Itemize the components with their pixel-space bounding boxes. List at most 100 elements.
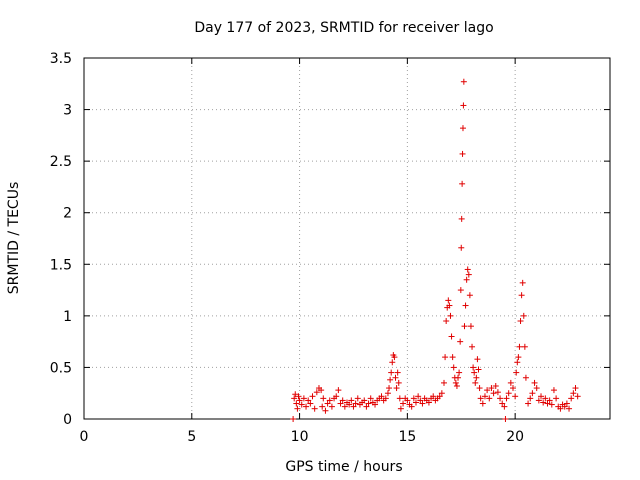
data-point: [352, 400, 359, 407]
data-point: [490, 390, 497, 397]
data-point: [459, 150, 466, 157]
data-point: [320, 395, 327, 402]
data-point: [525, 400, 532, 407]
data-point: [472, 379, 479, 386]
data-point: [361, 397, 368, 404]
plot-frame: [83, 57, 611, 420]
data-point: [391, 354, 398, 361]
data-point: [313, 389, 320, 396]
data-point: [515, 354, 522, 361]
x-tick-label: 5: [187, 429, 196, 445]
data-point: [319, 403, 326, 410]
data-point: [538, 393, 545, 400]
data-point: [348, 397, 355, 404]
data-point: [459, 180, 466, 187]
data-point: [546, 397, 553, 404]
data-point: [566, 405, 573, 412]
data-point: [517, 318, 524, 325]
data-point: [354, 395, 361, 402]
data-point: [518, 292, 525, 299]
data-point: [441, 379, 448, 386]
data-point: [291, 395, 298, 402]
y-tick-label: 3: [63, 103, 72, 119]
data-point: [507, 379, 514, 386]
data-point: [404, 397, 411, 404]
data-point: [473, 374, 480, 381]
data-point: [499, 400, 506, 407]
data-point: [542, 395, 549, 402]
data-point: [346, 401, 353, 408]
data-point: [303, 403, 310, 410]
data-point: [309, 393, 316, 400]
data-point: [419, 400, 426, 407]
data-point: [443, 318, 450, 325]
data-point: [520, 312, 527, 319]
data-point: [465, 271, 472, 278]
data-point: [497, 395, 504, 402]
data-point: [572, 385, 579, 392]
data-point: [456, 369, 463, 376]
data-point: [484, 387, 491, 394]
data-point: [561, 403, 568, 410]
data-point: [521, 343, 528, 350]
data-point: [367, 395, 374, 402]
data-point: [430, 393, 437, 400]
data-point: [408, 403, 415, 410]
y-tick-label: 0.5: [50, 360, 72, 376]
data-point: [503, 395, 510, 402]
data-point: [492, 382, 499, 389]
data-point: [464, 266, 471, 273]
data-point: [311, 405, 318, 412]
x-tick-label: 10: [291, 429, 309, 445]
y-tick-label: 2: [63, 206, 72, 222]
data-point: [296, 397, 303, 404]
data-point: [318, 387, 325, 394]
data-point: [516, 343, 523, 350]
data-point: [553, 395, 560, 402]
data-point: [509, 385, 516, 392]
data-point: [452, 379, 459, 386]
y-tick-label: 1.5: [50, 257, 72, 273]
data-point: [563, 400, 570, 407]
data-point: [363, 403, 370, 410]
data-point: [481, 393, 488, 400]
data-point: [448, 333, 455, 340]
data-point: [550, 387, 557, 394]
data-point: [476, 385, 483, 392]
data-point: [486, 395, 493, 402]
data-point: [395, 379, 402, 386]
data-point: [386, 385, 393, 392]
data-point: [449, 354, 456, 361]
data-point: [548, 401, 555, 408]
data-point: [522, 374, 529, 381]
data-point: [470, 364, 477, 371]
data-point: [295, 393, 302, 400]
data-point: [445, 297, 452, 304]
data-point: [557, 405, 564, 412]
data-point: [365, 400, 372, 407]
data-point: [324, 400, 331, 407]
data-point: [501, 403, 508, 410]
data-point: [438, 390, 445, 397]
data-point: [475, 366, 482, 373]
data-point: [574, 393, 581, 400]
data-point: [300, 395, 307, 402]
data-points: [290, 78, 581, 422]
data-point: [322, 407, 329, 414]
data-point: [425, 399, 432, 406]
x-tick-label: 20: [506, 429, 524, 445]
data-point: [535, 397, 542, 404]
data-point: [384, 390, 391, 397]
data-point: [294, 405, 301, 412]
data-point: [455, 374, 462, 381]
x-tick-label: 15: [398, 429, 416, 445]
data-point: [460, 78, 467, 85]
data-point: [568, 395, 575, 402]
y-tick-label: 2.5: [50, 154, 72, 170]
data-point: [458, 244, 465, 251]
data-point: [415, 393, 422, 400]
data-point: [436, 393, 443, 400]
data-point: [417, 397, 424, 404]
data-point: [350, 403, 357, 410]
